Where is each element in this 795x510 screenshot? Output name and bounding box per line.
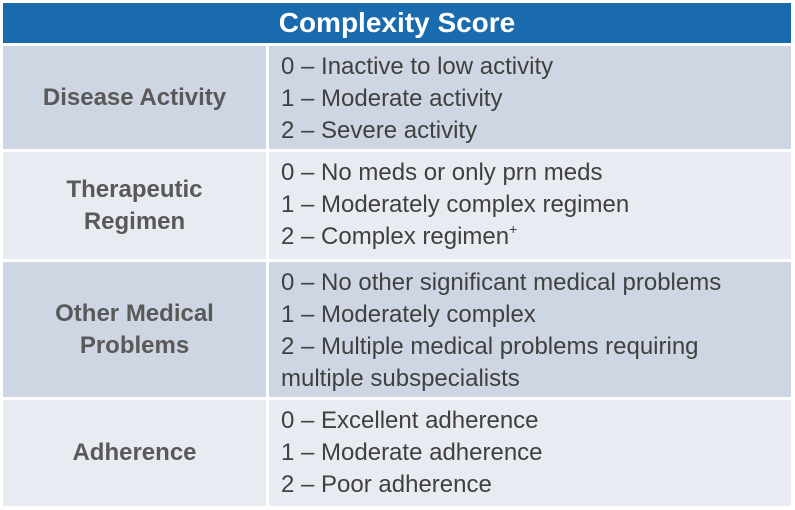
- score-item: 1 – Moderately complex: [281, 301, 536, 328]
- table-row-therapeutic-regimen: Therapeutic Regimen 0 – No meds or only …: [3, 152, 791, 262]
- score-item: 1 – Moderately complex regimen: [281, 191, 630, 218]
- score-item: 1 – Moderate activity: [281, 85, 503, 112]
- score-item: 0 – Inactive to low activity: [281, 53, 554, 80]
- superscript-plus: +: [509, 221, 518, 237]
- table-row-disease-activity: Disease Activity 0 – Inactive to low act…: [3, 46, 791, 152]
- row-label-line: Disease Activity: [42, 83, 227, 111]
- row-label-line: Other Medical: [55, 299, 214, 327]
- score-item-text: 2 – Complex regimen: [281, 223, 510, 250]
- row-label-line: Therapeutic: [66, 175, 203, 203]
- score-item: 0 – No meds or only prn meds: [281, 159, 603, 186]
- complexity-score-table: Complexity Score Disease Activity 0 – In…: [3, 3, 791, 506]
- score-item: 2 – Multiple medical problems requiring …: [281, 333, 699, 392]
- score-list-adherence: 0 – Excellent adherence 1 – Moderate adh…: [269, 400, 791, 506]
- score-item: 0 – No other significant medical problem…: [281, 269, 722, 296]
- table-row-adherence: Adherence 0 – Excellent adherence 1 – Mo…: [3, 400, 791, 506]
- score-item-complex-regimen: 2 – Complex regimen+: [281, 221, 781, 253]
- table-title: Complexity Score: [3, 3, 791, 46]
- row-label-line: Problems: [79, 331, 190, 359]
- row-label-adherence: Adherence: [3, 400, 269, 506]
- row-label-other-medical-problems: Other Medical Problems: [3, 262, 269, 397]
- score-item: 2 – Severe activity: [281, 117, 478, 144]
- score-list-therapeutic-regimen: 0 – No meds or only prn meds 1 – Moderat…: [269, 152, 791, 259]
- score-item: 2 – Poor adherence: [281, 471, 492, 498]
- row-label-therapeutic-regimen: Therapeutic Regimen: [3, 152, 269, 259]
- score-item: 0 – Excellent adherence: [281, 407, 539, 434]
- score-item: 1 – Moderate adherence: [281, 439, 543, 466]
- row-label-line: Adherence: [72, 439, 197, 466]
- score-list-disease-activity: 0 – Inactive to low activity 1 – Moderat…: [269, 46, 791, 149]
- table-row-other-medical-problems: Other Medical Problems 0 – No other sign…: [3, 262, 791, 400]
- row-label-line: Regimen: [83, 207, 186, 235]
- score-list-other-medical-problems: 0 – No other significant medical problem…: [269, 262, 791, 397]
- row-label-disease-activity: Disease Activity: [3, 46, 269, 149]
